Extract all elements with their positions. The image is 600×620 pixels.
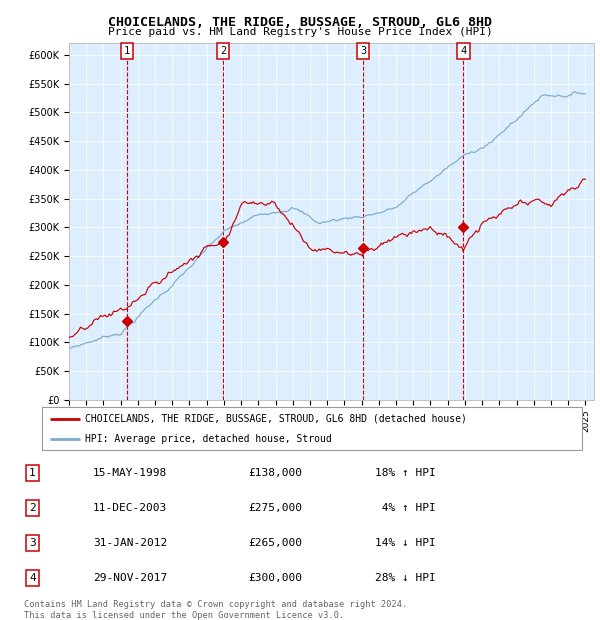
Text: 3: 3 <box>360 46 366 56</box>
Text: 11-DEC-2003: 11-DEC-2003 <box>93 503 167 513</box>
Text: 28% ↓ HPI: 28% ↓ HPI <box>375 573 436 583</box>
FancyBboxPatch shape <box>42 407 582 450</box>
Text: £275,000: £275,000 <box>248 503 302 513</box>
Text: 2: 2 <box>220 46 226 56</box>
Text: 4: 4 <box>29 573 36 583</box>
Text: 2: 2 <box>29 503 36 513</box>
Text: £138,000: £138,000 <box>248 468 302 478</box>
Text: Contains HM Land Registry data © Crown copyright and database right 2024.
This d: Contains HM Land Registry data © Crown c… <box>24 600 407 619</box>
Text: CHOICELANDS, THE RIDGE, BUSSAGE, STROUD, GL6 8HD (detached house): CHOICELANDS, THE RIDGE, BUSSAGE, STROUD,… <box>85 414 467 423</box>
Text: 1: 1 <box>124 46 130 56</box>
Text: 29-NOV-2017: 29-NOV-2017 <box>93 573 167 583</box>
Text: 4% ↑ HPI: 4% ↑ HPI <box>375 503 436 513</box>
Text: 4: 4 <box>460 46 466 56</box>
Text: 31-JAN-2012: 31-JAN-2012 <box>93 538 167 548</box>
Text: 3: 3 <box>29 538 36 548</box>
Text: 14% ↓ HPI: 14% ↓ HPI <box>375 538 436 548</box>
Text: CHOICELANDS, THE RIDGE, BUSSAGE, STROUD, GL6 8HD: CHOICELANDS, THE RIDGE, BUSSAGE, STROUD,… <box>108 16 492 29</box>
Text: Price paid vs. HM Land Registry's House Price Index (HPI): Price paid vs. HM Land Registry's House … <box>107 27 493 37</box>
Text: £300,000: £300,000 <box>248 573 302 583</box>
Text: 15-MAY-1998: 15-MAY-1998 <box>93 468 167 478</box>
Text: 18% ↑ HPI: 18% ↑ HPI <box>375 468 436 478</box>
Text: 1: 1 <box>29 468 36 478</box>
Text: £265,000: £265,000 <box>248 538 302 548</box>
Text: HPI: Average price, detached house, Stroud: HPI: Average price, detached house, Stro… <box>85 434 332 444</box>
